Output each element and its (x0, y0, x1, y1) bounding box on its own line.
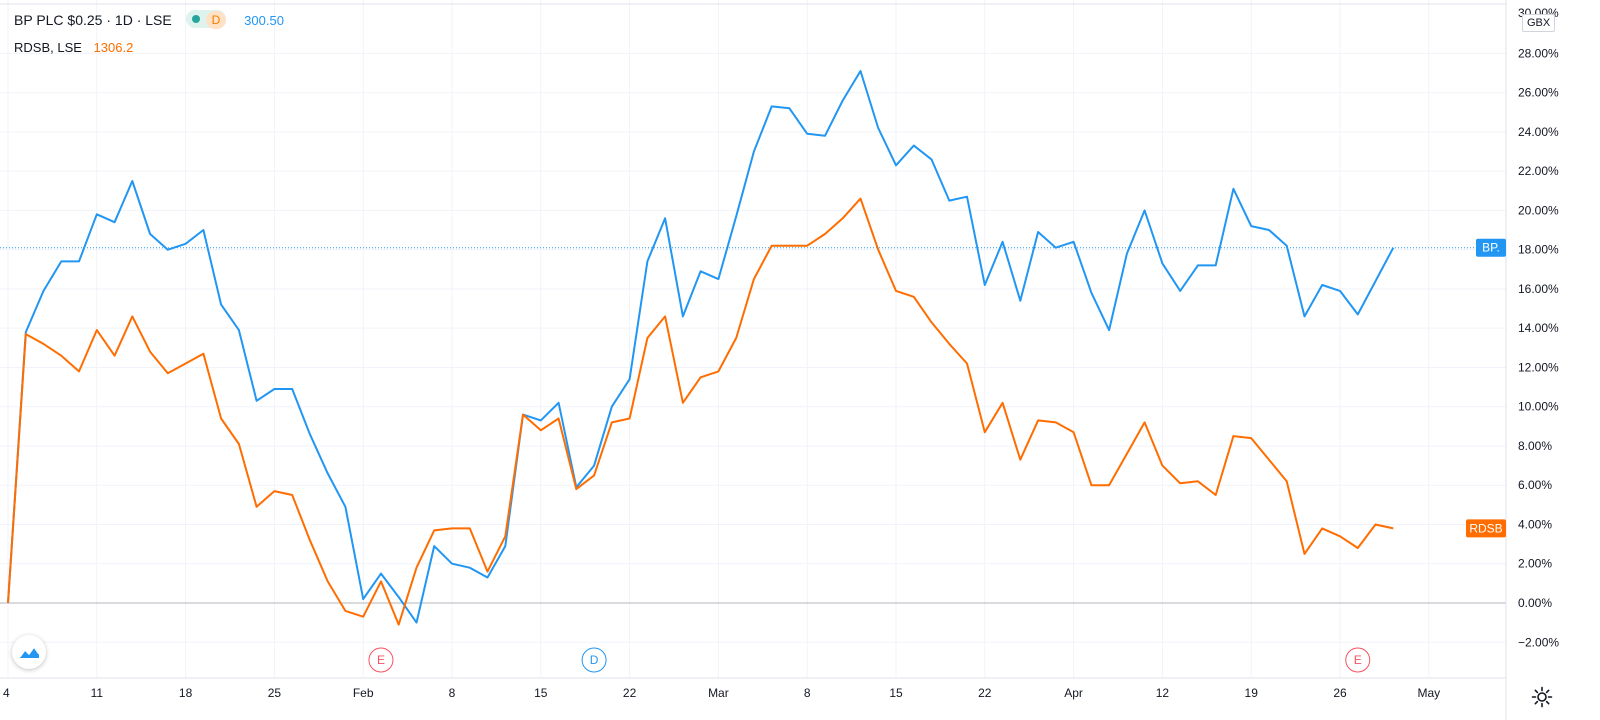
x-tick-label: 15 (889, 686, 903, 700)
series-line-rdsb[interactable] (7, 197, 1394, 626)
event-marker-label[interactable]: D (590, 653, 599, 667)
x-tick-label: 22 (978, 686, 992, 700)
last-value-badge (1466, 519, 1506, 538)
x-tick-label: Mar (708, 686, 729, 700)
dividend-badge: D (205, 10, 227, 29)
legend-main-value: 300.50 (244, 13, 284, 28)
x-tick-label: 15 (534, 686, 548, 700)
y-tick-label: 10.00% (1518, 400, 1559, 414)
x-tick-label: Feb (353, 686, 374, 700)
legend-main[interactable]: BP PLC $0.25 · 1D · LSE D 300.50 (14, 10, 284, 30)
tradingview-logo-icon[interactable] (12, 635, 46, 669)
y-tick-label: 2.00% (1518, 557, 1552, 571)
event-marker-label[interactable]: E (1354, 653, 1362, 667)
last-value-label: BP. (1482, 241, 1500, 255)
y-tick-label: 6.00% (1518, 478, 1552, 492)
market-open-dot-icon (191, 14, 200, 23)
event-marker-circle[interactable] (368, 647, 394, 673)
y-tick-label: 12.00% (1518, 360, 1559, 374)
event-marker-label[interactable]: E (377, 653, 385, 667)
y-tick-label: 28.00% (1518, 46, 1559, 60)
x-tick-label: 11 (91, 686, 104, 700)
gear-icon[interactable] (1530, 685, 1554, 709)
y-tick-label: 24.00% (1518, 125, 1559, 139)
y-tick-label: 22.00% (1518, 164, 1559, 178)
last-value-badge (1476, 238, 1506, 257)
price-axis[interactable]: −2.00% 0.00% 2.00% 4.00% 6.00% 8.00% 10.00% 12.… (1518, 6, 1559, 649)
last-value-label: RDSB (1469, 521, 1502, 535)
legend-main-symbol[interactable]: BP PLC $0.25 · 1D · LSE (14, 12, 172, 28)
x-tick-label: 26 (1333, 686, 1347, 700)
y-tick-label: 16.00% (1518, 282, 1559, 296)
series-line-bp[interactable] (7, 70, 1395, 624)
legend-compare-value: 1306.2 (93, 40, 134, 55)
currency-label[interactable]: GBX (1522, 14, 1556, 32)
y-tick-label: 0.00% (1518, 596, 1552, 610)
x-tick-label: 25 (268, 686, 282, 700)
y-tick-label: 4.00% (1518, 517, 1552, 531)
market-status-pill[interactable]: D (185, 10, 227, 29)
y-tick-label: 14.00% (1518, 321, 1559, 335)
grid (0, 0, 1506, 679)
time-axis[interactable]: 4 11 18 25 Feb 8 15 22 Mar 8 15 22 Apr 12 19 26 May (3, 686, 1440, 700)
y-tick-label: 20.00% (1518, 203, 1559, 217)
y-tick-label: 26.00% (1518, 86, 1559, 100)
x-tick-label: 8 (804, 686, 811, 700)
x-tick-label: 19 (1245, 686, 1259, 700)
legend-compare-symbol[interactable]: RDSB, LSE (14, 40, 82, 55)
x-tick-label: Apr (1064, 686, 1083, 700)
x-tick-label: 12 (1156, 686, 1170, 700)
y-tick-label: −2.00% (1518, 635, 1559, 649)
y-tick-label: 8.00% (1518, 439, 1552, 453)
event-marker-circle[interactable] (581, 647, 607, 673)
event-marker-circle[interactable] (1345, 647, 1371, 673)
last-value-labels: BP. RDSB (1466, 238, 1506, 538)
series-layer (7, 70, 1395, 626)
x-tick-label: May (1417, 686, 1440, 700)
x-tick-label: 8 (449, 686, 456, 700)
x-tick-label: 18 (179, 686, 193, 700)
x-tick-label: 4 (3, 686, 10, 700)
y-tick-label: 18.00% (1518, 243, 1559, 257)
legend-compare[interactable]: RDSB, LSE 1306.2 (14, 40, 133, 55)
x-tick-label: 22 (623, 686, 637, 700)
